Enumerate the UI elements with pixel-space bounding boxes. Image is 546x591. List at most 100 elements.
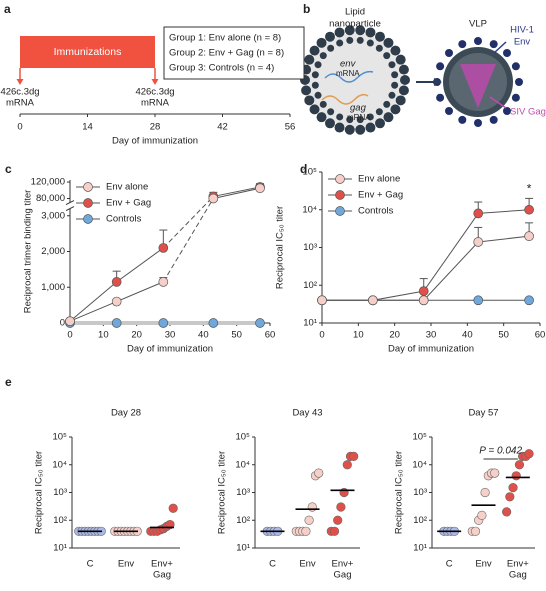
lipid-head xyxy=(365,122,376,133)
lipid-head xyxy=(388,91,396,99)
y-tick-label: 2,000 xyxy=(41,246,65,257)
vlp xyxy=(433,37,523,127)
dose-arrow-head xyxy=(151,79,159,85)
pointer xyxy=(489,96,507,109)
line-segment xyxy=(478,235,530,243)
env-spike xyxy=(436,62,445,71)
line-segment xyxy=(423,213,479,292)
point xyxy=(158,277,169,287)
lipid-head xyxy=(319,52,327,60)
x-tick-label: Env+ xyxy=(507,559,529,570)
lipid-head xyxy=(383,112,394,123)
y-tick-label: 10² xyxy=(53,515,67,526)
point xyxy=(158,318,169,328)
line-segment xyxy=(478,209,530,214)
point xyxy=(524,295,534,306)
legend-marker xyxy=(335,206,345,216)
y-tick-label: 10¹ xyxy=(413,543,427,554)
env-label: mRNA xyxy=(336,69,360,78)
env-protein-label: HIV-1 xyxy=(510,25,534,36)
x-tick-label: Gag xyxy=(334,570,352,581)
lipid-head xyxy=(314,61,322,69)
env-protein-label: Env xyxy=(514,37,531,48)
lipid-head xyxy=(344,25,355,36)
env-spike xyxy=(511,93,520,102)
y-tick-label: 10¹ xyxy=(53,543,67,554)
y-tick-label: 10³ xyxy=(236,487,250,498)
y-tick-label: 10³ xyxy=(303,242,317,253)
lipid-head xyxy=(355,124,366,135)
y-tick-label: 10⁴ xyxy=(235,459,250,470)
x-tick-label: 14 xyxy=(82,122,93,133)
point xyxy=(349,451,359,461)
y-tick-label: 10¹ xyxy=(236,543,250,554)
x-tick-label: Env xyxy=(475,559,492,570)
point xyxy=(336,502,346,512)
y-tick-label: 10² xyxy=(303,280,317,291)
dose-label: 426c.3dg xyxy=(0,87,39,98)
arrow-head xyxy=(434,78,442,86)
x-tick-label: C xyxy=(446,559,453,570)
point xyxy=(208,318,219,328)
x-axis-label: Day of immunization xyxy=(388,344,474,355)
panel-label: c xyxy=(5,162,12,176)
y-tick-label: 10⁵ xyxy=(52,432,67,443)
x-tick-label: 30 xyxy=(426,330,437,341)
lipid-head xyxy=(336,113,344,121)
x-axis-label: Day of immunization xyxy=(127,344,213,355)
line-segment xyxy=(69,301,117,322)
point xyxy=(333,515,343,525)
legend-marker xyxy=(83,198,93,208)
lipid-head xyxy=(325,118,335,129)
env-spike xyxy=(489,40,498,49)
y-tick-label: 10¹ xyxy=(303,318,317,329)
point xyxy=(317,295,327,306)
line-segment xyxy=(116,247,164,283)
point xyxy=(255,318,265,328)
lipid-head xyxy=(356,36,364,44)
lipid-head xyxy=(375,31,385,42)
lipid-head xyxy=(375,118,385,129)
lipid-head xyxy=(398,64,409,75)
dose-arrow-head xyxy=(16,79,24,85)
lipid-head xyxy=(391,71,399,79)
panel-label: a xyxy=(4,2,11,16)
lipid-head xyxy=(391,81,399,89)
axis-break xyxy=(65,200,75,206)
x-tick-label: 50 xyxy=(231,330,242,341)
lnp-title: Lipid xyxy=(345,7,365,18)
lipid-head xyxy=(395,54,406,65)
lipid-head xyxy=(319,100,327,108)
point xyxy=(111,318,122,328)
env-spike xyxy=(515,78,523,86)
env-spike xyxy=(502,106,511,115)
y-axis-label: Reciprocal IC₅₀ titer xyxy=(217,451,228,534)
legend-label: Controls xyxy=(358,206,394,217)
lnp xyxy=(300,25,410,135)
lipid-head xyxy=(325,31,335,42)
x-tick-label: 0 xyxy=(17,122,22,133)
point xyxy=(524,449,534,459)
point xyxy=(514,460,525,470)
x-tick-label: 60 xyxy=(265,330,276,341)
x-tick-label: 40 xyxy=(462,330,473,341)
dose-label: mRNA xyxy=(141,98,170,109)
x-axis-label: Day of immunization xyxy=(112,136,198,147)
x-tick-label: Gag xyxy=(509,570,527,581)
lipid-head xyxy=(390,104,401,115)
y-tick-label: 10⁴ xyxy=(302,204,317,215)
x-tick-label: 20 xyxy=(131,330,142,341)
env-spike xyxy=(445,106,454,115)
point xyxy=(418,295,429,306)
chart-title: Day 28 xyxy=(111,408,141,419)
x-tick-label: 0 xyxy=(67,330,72,341)
point xyxy=(524,204,534,215)
lipid-head xyxy=(375,108,383,116)
y-tick-label: 10³ xyxy=(413,487,427,498)
legend-label: Controls xyxy=(106,214,142,225)
env-spike xyxy=(458,40,467,49)
point xyxy=(65,316,75,327)
y-tick-label: 10⁵ xyxy=(235,432,250,443)
env-spike xyxy=(445,49,454,58)
